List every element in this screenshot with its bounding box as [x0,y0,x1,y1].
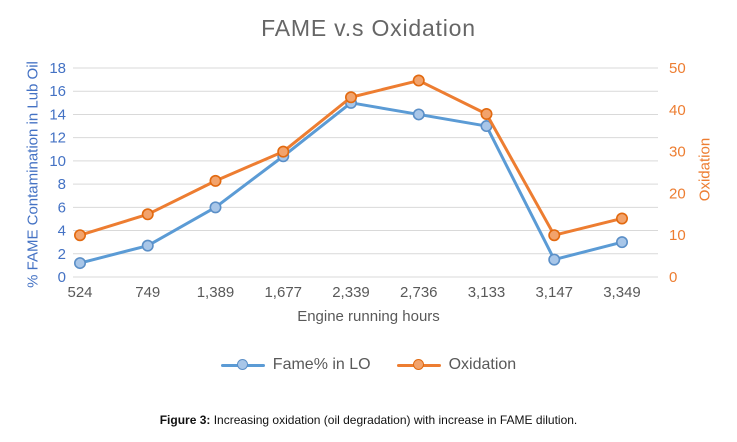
chart-title: FAME v.s Oxidation [261,15,476,41]
left-axis-tick-label: 10 [49,153,66,170]
legend-label-fame: Fame% in LO [272,356,371,373]
series-line-fame [78,101,624,265]
right-axis-tick-label: 40 [669,102,686,119]
data-point-marker-oxidation [141,208,154,221]
right-axis-tick-label: 20 [669,185,686,202]
x-axis-tick-label: 524 [67,284,92,301]
left-axis-tick-label: 14 [49,106,66,123]
right-axis-tick-label: 30 [669,144,686,161]
data-point-marker-oxidation [74,229,87,242]
data-point-marker-oxidation [209,174,222,187]
data-point-marker-oxidation [344,91,357,104]
x-axis-tick-label: 2,736 [400,284,438,301]
legend-label-oxidation: Oxidation [448,356,517,373]
legend-item-fame: Fame% in LO [220,356,371,374]
x-axis-tick-label: 2,339 [332,284,370,301]
data-point-marker-oxidation [480,107,493,120]
data-point-marker-oxidation [548,229,561,242]
x-axis-tick-label: 3,147 [535,284,573,301]
x-axis-tick-label: 3,349 [603,284,641,301]
left-axis-tick-label: 4 [58,223,66,240]
fame-oxidation-line-chart: 0 2 4 6 8 10 12 14 16 18 0 10 20 30 40 50 524 749 1,389 1,6… [49,60,686,301]
data-point-marker-fame [74,257,87,270]
caption-label: Figure 3: [159,413,211,427]
x-axis-tick-label: 1,677 [264,284,302,301]
left-axis-tick-label: 18 [49,60,66,77]
x-axis-title: Engine running hours [297,308,440,325]
data-point-marker-oxidation [277,145,290,158]
left-axis-tick-label: 8 [58,176,66,193]
data-point-marker-fame [141,239,154,252]
fame-legend-marker-icon [236,358,248,370]
oxidation-legend-marker-icon [412,358,424,370]
data-point-marker-fame [412,108,425,121]
left-axis-tick-label: 2 [58,246,66,263]
data-point-marker-fame [548,253,561,266]
right-axis-tick-label: 0 [669,269,677,286]
legend-item-oxidation: Oxidation [396,356,517,374]
caption-text: Increasing oxidation (oil degradation) w… [210,413,578,427]
legend: Fame% in LO Oxidation [0,356,737,374]
data-point-marker-oxidation [412,74,425,87]
x-axis-tick-label: 749 [135,284,160,301]
left-axis-tick-label: 6 [58,199,66,216]
figure-caption: Figure 3: Increasing oxidation (oil degr… [0,413,737,427]
left-axis-tick-label: 12 [49,130,66,147]
right-axis-tick-label: 10 [669,227,686,244]
oxidation-series-swatch [396,358,441,372]
data-point-marker-oxidation [615,212,628,225]
fame-series-swatch [220,358,265,372]
left-axis-tick-label: 0 [58,269,66,286]
x-axis-tick-label: 1,389 [197,284,235,301]
left-axis-tick-label: 16 [49,83,66,100]
x-axis-tick-label: 3,133 [468,284,506,301]
right-axis-tick-label: 50 [669,60,686,77]
data-point-marker-fame [615,236,628,249]
data-point-marker-fame [209,201,222,214]
